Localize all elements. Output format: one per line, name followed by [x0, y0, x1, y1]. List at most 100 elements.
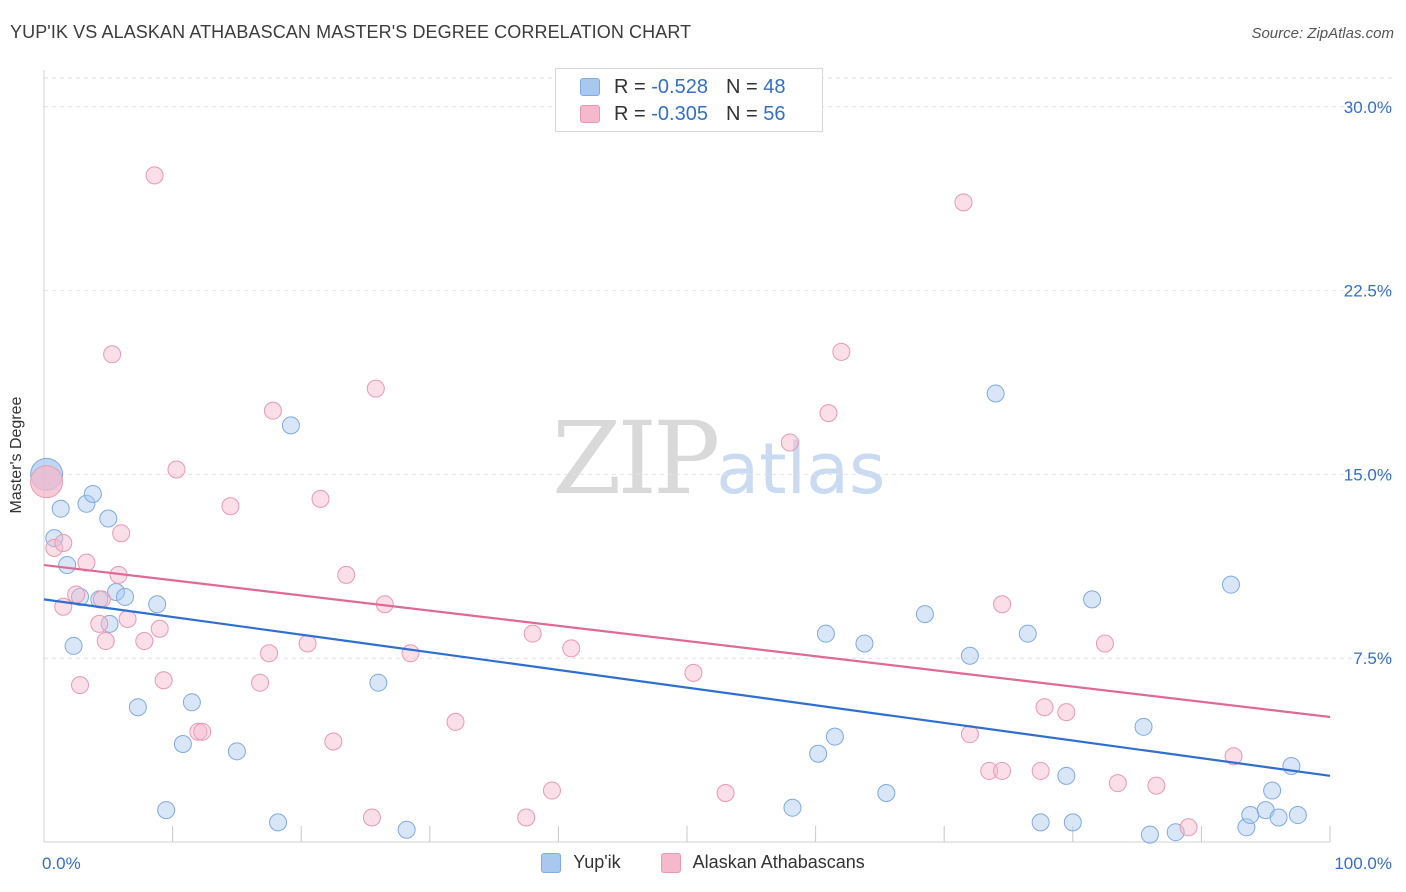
- athabascan-point: [362, 808, 381, 827]
- athabascan-point: [562, 639, 581, 658]
- legend-item-athabascan[interactable]: Alaskan Athabascans: [660, 852, 865, 873]
- y-tick-label: 22.5%: [1344, 282, 1392, 301]
- chart-title: YUP'IK VS ALASKAN ATHABASCAN MASTER'S DE…: [10, 22, 692, 42]
- athabascan-point: [832, 342, 851, 361]
- athabascan-point: [67, 585, 86, 604]
- r-value: -0.528: [651, 75, 708, 98]
- athabascan-point: [542, 781, 561, 800]
- y-tick-label: 15.0%: [1344, 465, 1392, 484]
- watermark: ZIPatlas: [552, 400, 885, 517]
- yupik-point: [77, 494, 96, 513]
- athabascan-point: [324, 732, 343, 751]
- yupik-point: [1063, 813, 1082, 832]
- athabascan-point: [118, 609, 137, 628]
- athabascan-point: [1147, 776, 1166, 795]
- yupik-point: [1269, 808, 1288, 827]
- yupik-point: [397, 820, 416, 839]
- yupik-point: [281, 416, 300, 435]
- yupik-point: [51, 499, 70, 518]
- athabascan-point: [780, 433, 799, 452]
- athabascan-trend-line: [43, 563, 1331, 719]
- yupik-point: [1134, 717, 1153, 736]
- legend-item-yupik[interactable]: Yup'ik: [541, 852, 621, 873]
- athabascan-point: [1179, 818, 1198, 837]
- athabascan-point: [993, 761, 1012, 780]
- x-tick-label: 0.0%: [42, 854, 81, 873]
- yupik-point: [1140, 825, 1159, 844]
- athabascan-point: [167, 460, 186, 479]
- athabascan-point: [189, 722, 208, 741]
- watermark-zip: ZIP: [552, 400, 720, 517]
- yupik-point: [182, 693, 201, 712]
- yupik-point: [173, 734, 192, 753]
- yupik-point: [855, 634, 874, 653]
- yupik-point: [1221, 575, 1240, 594]
- athabascan-point: [103, 345, 122, 364]
- yupik-point: [116, 587, 135, 606]
- yupik-point: [809, 744, 828, 763]
- athabascan-point: [154, 671, 173, 690]
- legend-swatch-athabascan: [660, 852, 681, 873]
- yupik-trend-line: [43, 598, 1331, 777]
- r-label: R =: [614, 102, 646, 125]
- source-label: Source: ZipAtlas.com: [1251, 25, 1394, 42]
- r-label: R =: [614, 75, 646, 98]
- y-axis-label: Master's Degree: [8, 396, 25, 514]
- legend-label-athabascan: Alaskan Athabascans: [692, 852, 865, 872]
- yupik-point: [100, 614, 119, 633]
- yupik-point: [99, 509, 118, 528]
- athabascan-point: [517, 808, 536, 827]
- athabascan-point: [1108, 774, 1127, 793]
- athabascan-point: [1224, 747, 1243, 766]
- yupik-point: [1241, 806, 1260, 825]
- yupik-point: [816, 624, 835, 643]
- yupik-point: [83, 484, 102, 503]
- athabascan-point: [90, 614, 109, 633]
- yupik-point: [1263, 781, 1282, 800]
- yupik-point: [877, 783, 896, 802]
- athabascan-point: [993, 595, 1012, 614]
- athabascan-point: [112, 524, 131, 543]
- athabascan-point: [298, 634, 317, 653]
- athabascan-point: [1095, 634, 1114, 653]
- athabascan-point: [819, 404, 838, 423]
- watermark-atlas: atlas: [716, 428, 886, 510]
- yupik-point: [227, 742, 246, 761]
- athabascan-point: [523, 624, 542, 643]
- yupik-point: [1288, 806, 1307, 825]
- athabascan-point: [980, 761, 999, 780]
- athabascan-point: [1031, 761, 1050, 780]
- yupik-point: [783, 798, 802, 817]
- athabascan-point: [954, 193, 973, 212]
- athabascan-point: [446, 712, 465, 731]
- athabascan-point: [251, 673, 270, 692]
- athabascan-point: [221, 497, 240, 516]
- athabascan-point: [54, 534, 73, 553]
- y-tick-label: 30.0%: [1344, 98, 1392, 117]
- athabascan-point: [30, 465, 64, 499]
- y-tick-label: 7.5%: [1353, 649, 1392, 668]
- legend-row-yupik: R = -0.528 N = 48: [580, 75, 785, 99]
- yupik-point: [107, 583, 126, 602]
- series-legend: Yup'ik Alaskan Athabascans: [0, 852, 1406, 873]
- athabascan-point: [1035, 698, 1054, 717]
- legend-swatch-athabascan: [580, 105, 600, 123]
- n-value: 48: [763, 75, 786, 98]
- yupik-point: [1083, 590, 1102, 609]
- athabascan-point: [401, 644, 420, 663]
- n-label: N =: [725, 102, 758, 125]
- yupik-point: [1031, 813, 1050, 832]
- yupik-point: [45, 529, 64, 548]
- n-label: N =: [725, 75, 758, 98]
- athabascan-point: [96, 632, 115, 651]
- athabascan-point: [1057, 703, 1076, 722]
- athabascan-point: [71, 676, 90, 695]
- athabascan-point: [716, 783, 735, 802]
- yupik-point: [269, 813, 288, 832]
- yupik-point: [148, 595, 167, 614]
- r-value: -0.305: [651, 102, 708, 125]
- athabascan-point: [193, 722, 212, 741]
- yupik-point: [58, 556, 77, 575]
- yupik-point: [1057, 766, 1076, 785]
- yupik-point: [157, 801, 176, 820]
